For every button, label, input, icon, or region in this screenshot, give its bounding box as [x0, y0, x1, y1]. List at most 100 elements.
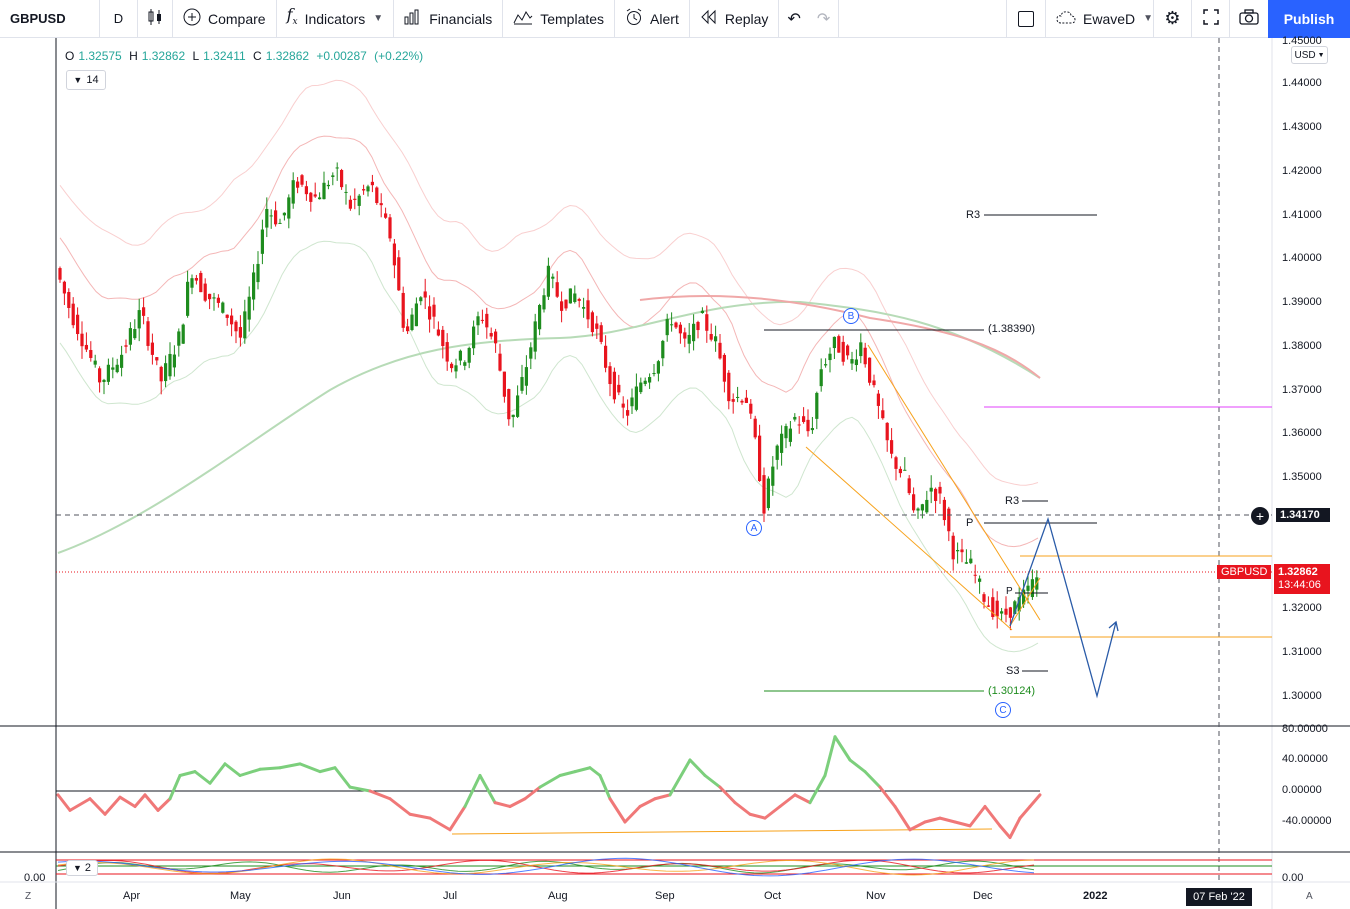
last-price: 1.32862 — [1278, 566, 1318, 578]
candle-body — [744, 397, 748, 403]
candle-body — [340, 170, 344, 188]
candle-body — [265, 208, 269, 228]
zoom-toggle[interactable]: Z — [25, 891, 32, 902]
candle-body — [784, 426, 788, 439]
osc-segment — [733, 801, 752, 816]
time-axis-label: Nov — [866, 890, 886, 902]
candle-body — [595, 323, 599, 329]
osc2-series-line — [57, 858, 1035, 876]
alarm-clock-icon — [625, 8, 643, 30]
candle-body — [674, 322, 678, 328]
osc2-bottom-label-right: 0.00 — [1282, 872, 1304, 884]
osc-segment — [178, 770, 197, 777]
financials-button[interactable]: Financials — [394, 0, 504, 38]
indicators-button[interactable]: fx Indicators ▼ — [277, 0, 395, 38]
layout-button[interactable]: EwaveD ▼ — [1046, 0, 1154, 38]
compare-button[interactable]: Compare — [173, 0, 277, 38]
publish-button[interactable]: Publish — [1268, 0, 1350, 38]
candle-body — [102, 379, 106, 383]
candle-body — [450, 363, 454, 369]
pivot-r3-top-label[interactable]: R3 — [966, 209, 981, 221]
osc-segment — [193, 770, 212, 785]
candle-body — [397, 257, 401, 291]
osc2-bottom-label-left: 0.00 — [24, 872, 46, 884]
chevron-down-icon[interactable]: ▼ — [1143, 13, 1154, 24]
pivot-p-label[interactable]: P — [966, 517, 974, 529]
indicator-collapse-button-2[interactable]: ▼ 2 — [66, 860, 98, 876]
candle-body — [186, 281, 190, 316]
candle-body — [898, 468, 902, 474]
candle-body — [599, 325, 603, 342]
candle-body — [313, 194, 317, 197]
candle-body — [76, 314, 80, 335]
candle-body — [810, 428, 814, 431]
chart-style-button[interactable] — [138, 0, 173, 38]
select-mode-button[interactable] — [1006, 0, 1046, 38]
high-value: 1.32862 — [141, 49, 186, 63]
candle-body — [916, 508, 920, 511]
candle-body — [683, 332, 687, 339]
replay-button[interactable]: Replay — [690, 0, 780, 38]
crosshair-price-tag: 1.34170 — [1276, 508, 1330, 522]
top-toolbar: GBPUSD D Compare fx Indicators ▼ Financi… — [0, 0, 1350, 38]
chart-canvas[interactable] — [0, 38, 1350, 909]
snapshot-button[interactable] — [1230, 0, 1268, 38]
pivot-r3-label[interactable]: R3 — [1005, 495, 1020, 507]
replay-label: Replay — [724, 10, 769, 27]
oscillator-pane-2 — [56, 857, 1272, 877]
candle-body — [1008, 607, 1012, 618]
interval-button[interactable]: D — [100, 0, 138, 38]
candle-body — [309, 192, 313, 202]
level-label-high[interactable]: (1.38390) — [988, 323, 1036, 335]
candle-body — [1030, 579, 1034, 598]
fullscreen-button[interactable] — [1192, 0, 1230, 38]
symbol-price-tag: GBPUSD — [1217, 565, 1272, 579]
indicator-collapse-button[interactable]: ▼ 14 — [66, 70, 106, 90]
level-label-low[interactable]: (1.30124) — [988, 685, 1036, 697]
ohlc-legend: O 1.32575 H 1.32862 L 1.32411 C 1.32862 +0.0… — [65, 49, 427, 63]
candle-body — [1013, 601, 1017, 615]
candle-body — [775, 445, 779, 460]
candle-body — [630, 397, 634, 407]
candle-body — [837, 336, 841, 353]
osc-segment — [348, 785, 372, 793]
auto-scale-toggle[interactable]: A — [1306, 891, 1313, 902]
wave-label-c[interactable]: C — [995, 702, 1011, 718]
candle-body — [1000, 611, 1004, 614]
osc2-series-line — [57, 857, 1035, 877]
chevron-down-icon: ▼ — [73, 75, 83, 85]
currency-selector[interactable]: USD ▼ — [1291, 46, 1328, 64]
candle-body — [626, 410, 630, 416]
symbol-search-button[interactable]: GBPUSD — [0, 0, 100, 38]
candle-body — [353, 198, 357, 200]
redo-button[interactable]: ↷ — [809, 0, 840, 38]
candle-body — [335, 167, 339, 169]
candle-body — [120, 354, 124, 368]
templates-button[interactable]: Templates — [503, 0, 616, 38]
candle-body — [964, 562, 968, 564]
candle-body — [256, 263, 260, 283]
osc-segment — [388, 797, 412, 816]
chevron-down-icon[interactable]: ▼ — [373, 13, 384, 24]
candle-body — [942, 499, 946, 521]
osc-segment — [598, 774, 612, 801]
osc-segment — [703, 774, 722, 789]
osc-segment — [238, 767, 262, 777]
last-price-tag: 1.32862 13:44:06 — [1274, 564, 1330, 594]
candle-body — [868, 357, 872, 383]
candle-body — [687, 334, 691, 344]
wave-label-b[interactable]: B — [843, 308, 859, 324]
moving-average-red — [639, 295, 1041, 379]
crosshair-plus-button[interactable]: + — [1251, 507, 1269, 525]
undo-button[interactable]: ↶ — [779, 0, 808, 38]
price-axis-label: 1.38000 — [1282, 340, 1322, 352]
settings-button[interactable]: ⚙ — [1154, 0, 1192, 38]
pivot-p-small-label[interactable]: P — [1006, 586, 1013, 597]
candle-body — [225, 314, 229, 318]
wave-label-a[interactable]: A — [746, 520, 762, 536]
alert-button[interactable]: Alert — [615, 0, 690, 38]
candle-body — [67, 292, 71, 308]
candle-body — [278, 222, 282, 224]
candle-body — [221, 302, 225, 313]
pivot-s3-label[interactable]: S3 — [1006, 665, 1020, 677]
